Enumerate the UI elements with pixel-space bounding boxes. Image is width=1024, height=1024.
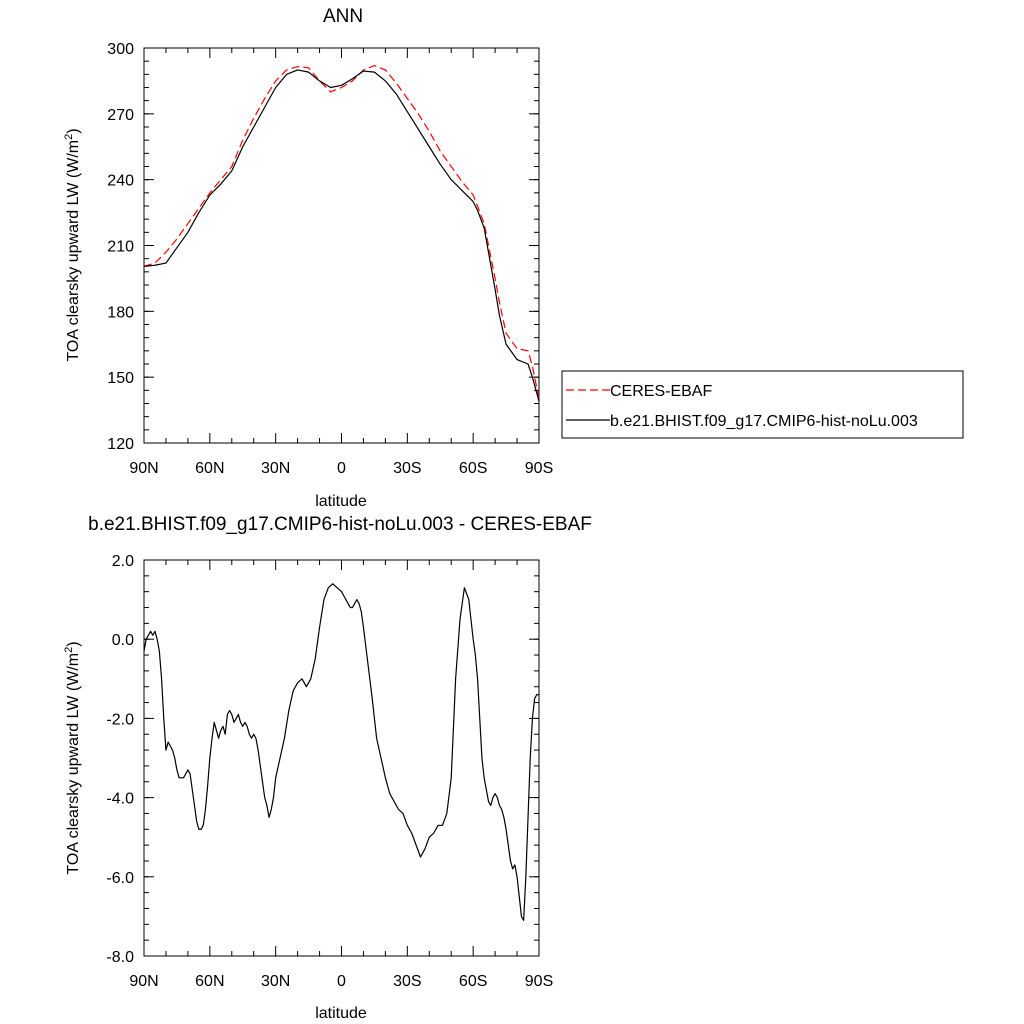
- chart-marks: 90N 60N 30N 0 30S 60S 90S 120 150 180 210 240 270 300…: [106, 41, 553, 990]
- y-tick-label: 300: [107, 41, 134, 58]
- x-tick-label: 30S: [393, 460, 421, 477]
- x-tick-label: 0: [337, 460, 346, 477]
- y-tick-label: 0.0: [112, 632, 134, 649]
- legend-box: [561, 370, 964, 439]
- chart-0-marks: 90N 60N 30N 0 30S 60S 90S 120 150 180 210 240 270 300: [107, 41, 553, 477]
- plot-frame: [143, 559, 540, 957]
- chart-1-marks: 90N 60N 30N 0 30S 60S 90S -8.0 -6.0 -4.0 -2.0 0.0 2.…: [106, 553, 553, 990]
- x-axis-label: latitude: [315, 1005, 367, 1022]
- x-tick-label: 30N: [261, 973, 290, 990]
- y-tick-label: 240: [107, 173, 134, 190]
- x-tick-label: 60S: [459, 460, 487, 477]
- x-axis-label: latitude: [315, 493, 367, 510]
- y-tick-label: 210: [107, 239, 134, 256]
- chart-title: ANN: [323, 6, 363, 27]
- x-tick-label: 90N: [129, 460, 158, 477]
- y-tick-label: -4.0: [106, 791, 134, 808]
- x-tick-label: 90S: [525, 460, 553, 477]
- y-axis-label: TOA clearsky upward LW (W/m2): [63, 641, 82, 874]
- legend-label-ceres: CERES-EBAF: [610, 383, 712, 400]
- plot-frame: [143, 47, 540, 444]
- legend-label-model: b.e21.BHIST.f09_g17.CMIP6-hist-noLu.003: [610, 413, 918, 430]
- y-tick-label: -2.0: [106, 711, 134, 728]
- series-line-0-0: [143, 64, 540, 400]
- series-line-0-1: [143, 69, 540, 402]
- x-tick-label: 60N: [195, 973, 224, 990]
- series-line-1-0: [143, 583, 539, 921]
- x-tick-label: 30N: [261, 460, 290, 477]
- y-tick-label: 180: [107, 304, 134, 321]
- x-tick-label: 90N: [129, 973, 158, 990]
- y-axis-label: TOA clearsky upward LW (W/m2): [63, 128, 82, 361]
- y-tick-label: -8.0: [106, 949, 134, 966]
- x-tick-label: 60S: [459, 973, 487, 990]
- y-tick-label: 120: [107, 436, 134, 453]
- x-tick-label: 60N: [195, 460, 224, 477]
- y-tick-label: -6.0: [106, 870, 134, 887]
- x-tick-label: 30S: [393, 973, 421, 990]
- chart-title: b.e21.BHIST.f09_g17.CMIP6-hist-noLu.003 …: [88, 514, 592, 535]
- x-tick-label: 90S: [525, 973, 553, 990]
- y-tick-label: 150: [107, 370, 134, 387]
- y-tick-label: 2.0: [112, 553, 134, 570]
- y-tick-label: 270: [107, 107, 134, 124]
- x-tick-label: 0: [337, 973, 346, 990]
- legend: CERES-EBAF b.e21.BHIST.f09_g17.CMIP6-his…: [561, 370, 964, 439]
